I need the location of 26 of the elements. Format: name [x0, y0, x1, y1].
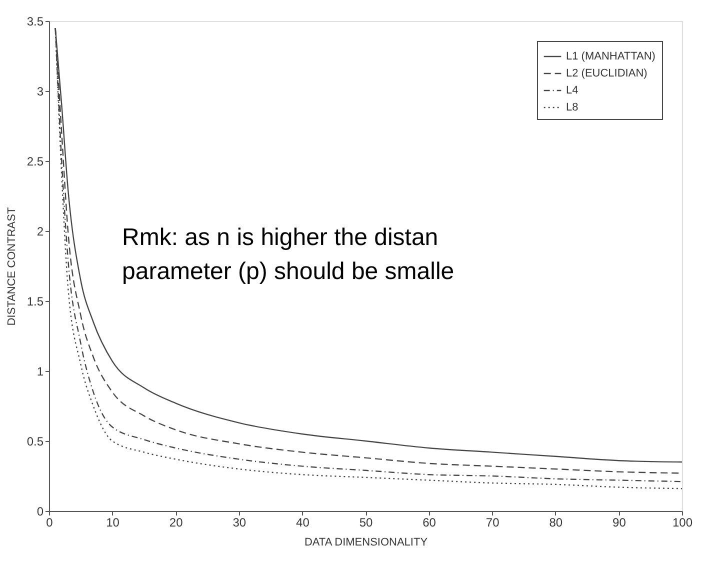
x-tick-label: 90 — [612, 516, 626, 530]
x-tick-label: 40 — [296, 516, 310, 530]
y-tick-label: 2 — [36, 224, 44, 238]
y-axis-title: DISTANCE CONTRAST — [6, 207, 18, 326]
x-tick-label: 30 — [232, 516, 246, 530]
x-tick-label: 60 — [422, 516, 436, 530]
legend-label: L2 (EUCLIDIAN) — [566, 68, 648, 80]
x-tick-label: 10 — [106, 516, 120, 530]
x-tick-label: 100 — [672, 516, 693, 530]
x-tick-label: 0 — [46, 516, 54, 530]
y-tick-label: 3 — [36, 84, 44, 98]
x-tick-label: 70 — [486, 516, 500, 530]
y-tick-label: 0.5 — [26, 434, 44, 448]
x-tick-label: 80 — [549, 516, 563, 530]
y-tick-label: 1.5 — [26, 294, 44, 308]
legend-label: L1 (MANHATTAN) — [566, 50, 656, 62]
annotation: Rmk: as n is higher the distan parameter (p) should be smalle — [122, 224, 454, 285]
x-axis-title: DATA DIMENSIONALITY — [304, 536, 428, 548]
y-tick-label: 2.5 — [26, 154, 44, 168]
x-tick-label: 20 — [169, 516, 184, 530]
y-tick-label: 3.5 — [26, 14, 44, 28]
legend-label: L4 — [566, 84, 578, 96]
x-tick-label: 50 — [359, 516, 373, 530]
legend-label: L8 — [566, 102, 578, 114]
y-tick-label: 0 — [36, 504, 44, 518]
y-tick-label: 1 — [36, 364, 44, 378]
